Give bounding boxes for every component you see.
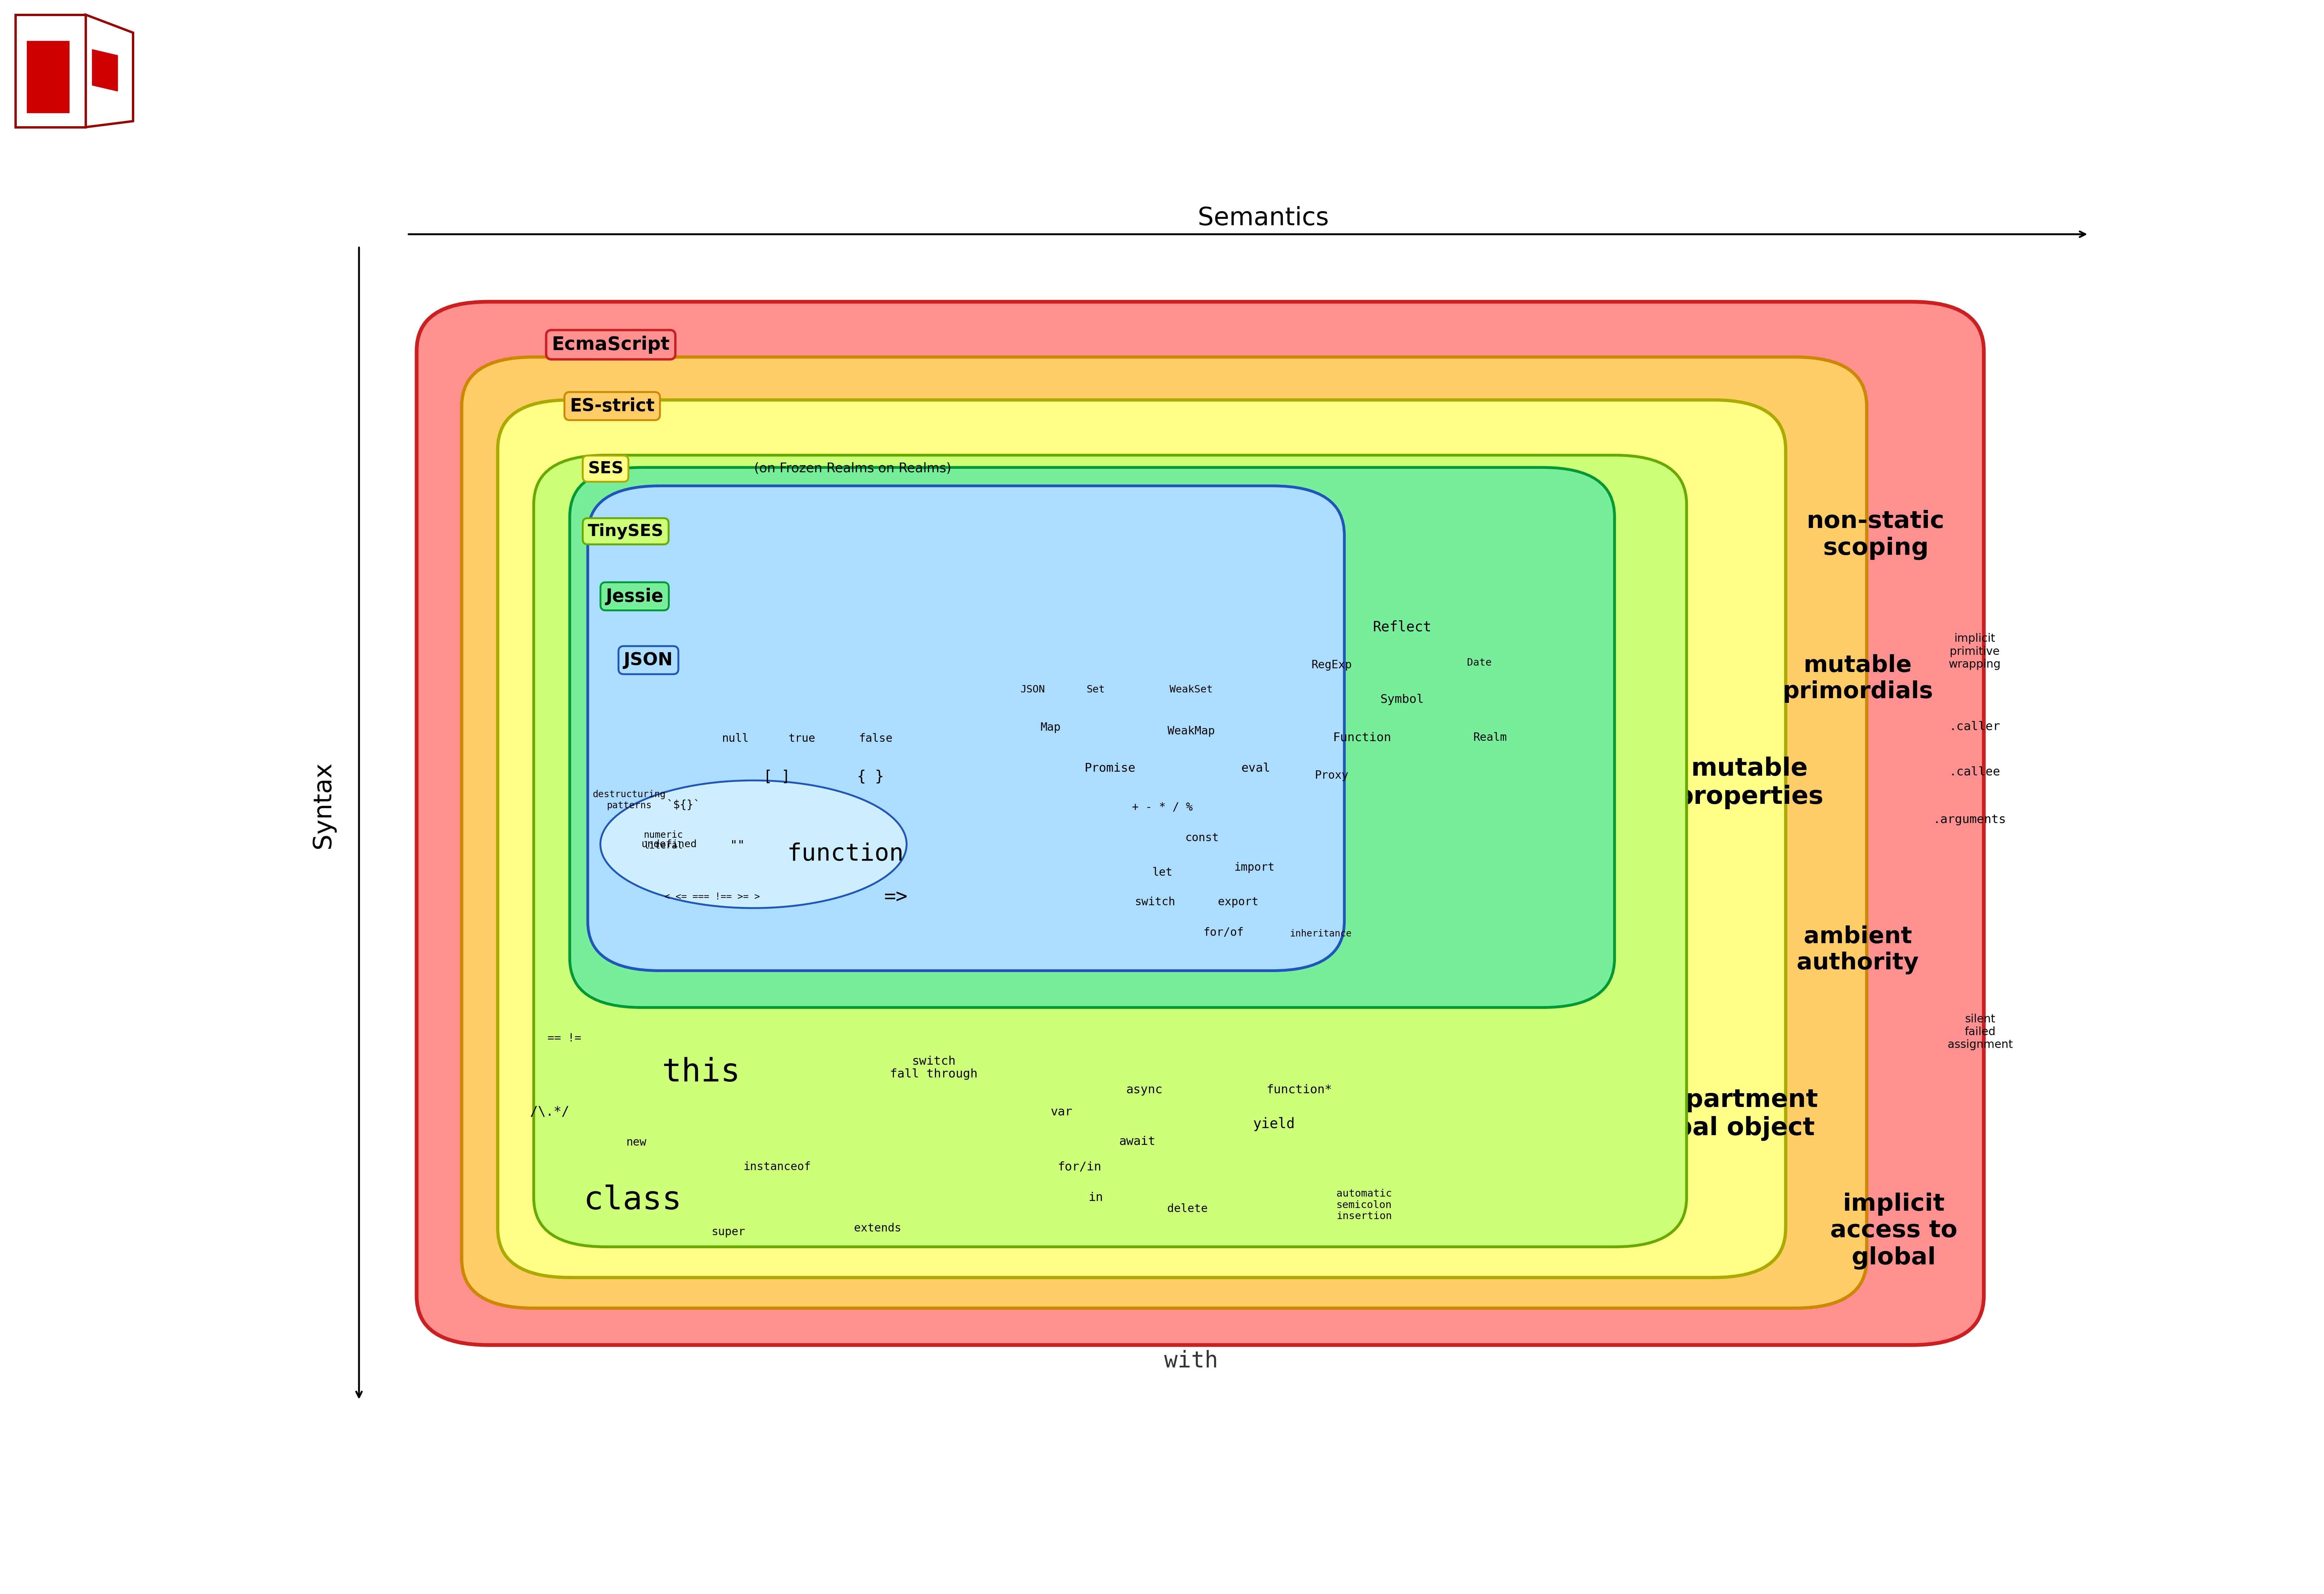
Text: await: await [1118,1135,1155,1148]
Text: JSON: JSON [1020,685,1046,695]
Text: switch: switch [1134,896,1176,907]
Text: (on Frozen Realms on Realms): (on Frozen Realms on Realms) [751,462,951,475]
Text: delete: delete [1167,1203,1208,1215]
Text: false: false [860,733,892,744]
Text: /\.*/: /\.*/ [530,1105,576,1119]
Text: TinySES: TinySES [588,523,662,539]
Text: [ ]: [ ] [762,770,790,784]
Text: automatic
semicolon
insertion: automatic semicolon insertion [1336,1189,1392,1221]
Text: Set: Set [1085,685,1104,695]
Text: mutable
properties: mutable properties [1676,757,1824,810]
Text: non-static
scoping: non-static scoping [1806,510,1945,559]
FancyBboxPatch shape [497,400,1785,1277]
Ellipse shape [600,781,906,909]
Text: RegExp: RegExp [1311,660,1353,671]
Text: true: true [788,733,816,744]
Text: { }: { } [858,770,883,784]
Text: eval: eval [1241,762,1271,773]
Text: ambient
authority: ambient authority [1796,926,1920,974]
Text: class: class [583,1184,681,1216]
Text: with: with [1164,1350,1218,1372]
Polygon shape [28,41,70,113]
FancyBboxPatch shape [588,486,1343,971]
Text: undefined: undefined [641,840,697,850]
Text: null: null [723,733,748,744]
Text: ES-strict: ES-strict [569,397,655,414]
Text: Realm: Realm [1473,732,1506,743]
Text: .caller: .caller [1950,720,2001,732]
Text: import: import [1234,862,1274,874]
Text: this: this [662,1057,741,1089]
Text: mutable
primordials: mutable primordials [1783,654,1934,703]
Text: compartment
global object: compartment global object [1627,1087,1817,1141]
Text: JSON: JSON [623,652,674,669]
Text: extends: extends [853,1223,902,1234]
FancyBboxPatch shape [535,456,1687,1247]
Text: + - * / %: + - * / % [1132,802,1192,813]
Text: Reflect: Reflect [1373,620,1432,634]
Text: implicit
access to
global: implicit access to global [1829,1192,1957,1269]
Text: Map: Map [1041,722,1060,733]
Text: in: in [1088,1192,1104,1203]
Text: silent
failed
assignment: silent failed assignment [1948,1014,2013,1050]
Text: SES: SES [588,461,623,477]
Polygon shape [16,14,86,128]
Text: .callee: .callee [1950,767,2001,778]
FancyBboxPatch shape [416,301,1985,1345]
Text: function: function [788,843,904,866]
Text: new: new [625,1137,646,1148]
Text: Semantics: Semantics [1197,206,1329,231]
Text: for/of: for/of [1204,928,1243,939]
Text: < <= === !== >= >: < <= === !== >= > [665,893,760,902]
Text: switch
fall through: switch fall through [890,1055,978,1081]
Text: Promise: Promise [1085,762,1136,773]
Text: destructuring
patterns: destructuring patterns [593,791,665,810]
Text: instanceof: instanceof [744,1162,811,1173]
Text: numeric
literal: numeric literal [644,830,683,851]
FancyBboxPatch shape [462,357,1866,1309]
Text: `${}`: `${}` [667,800,700,810]
Text: async: async [1125,1084,1162,1095]
Text: Symbol: Symbol [1380,693,1425,705]
Text: yield: yield [1253,1117,1294,1132]
Text: Proxy: Proxy [1315,770,1348,781]
Text: for/in: for/in [1057,1162,1102,1173]
Text: implicit
primitive
wrapping: implicit primitive wrapping [1948,633,2001,669]
Text: var: var [1050,1106,1071,1117]
FancyBboxPatch shape [569,467,1615,1007]
Text: Syntax: Syntax [311,762,335,848]
Text: Function: Function [1334,732,1392,743]
Text: WeakSet: WeakSet [1169,685,1213,695]
Text: EcmaScript: EcmaScript [551,336,669,354]
Text: super: super [711,1226,746,1237]
Text: function*: function* [1267,1084,1332,1095]
Text: const: const [1185,832,1218,843]
Text: =>: => [883,888,906,907]
Text: export: export [1218,896,1257,907]
Text: inheritance: inheritance [1290,929,1353,939]
Text: WeakMap: WeakMap [1167,725,1215,736]
Text: "": "" [730,840,744,851]
Text: Date: Date [1466,658,1492,668]
Text: let: let [1153,867,1171,878]
Text: .arguments: .arguments [1934,815,2006,826]
Text: == !=: == != [548,1033,581,1044]
Text: Jessie: Jessie [607,588,662,606]
Polygon shape [93,49,119,91]
